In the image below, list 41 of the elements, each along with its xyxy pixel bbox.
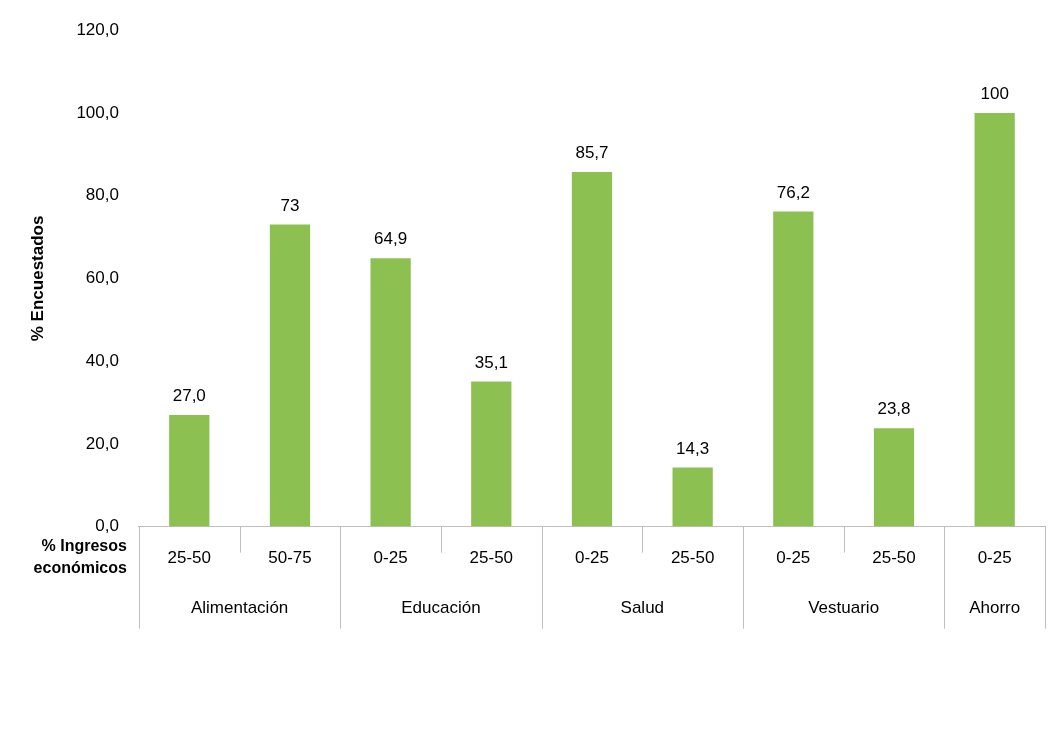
bar	[571, 172, 613, 527]
x-tick-label: 25-50	[670, 548, 715, 568]
bar	[873, 428, 915, 527]
text: Vestuario	[808, 598, 880, 618]
x-tick-label: 0-25	[776, 548, 811, 568]
bar	[370, 258, 411, 527]
data-label: 76,2	[776, 182, 810, 202]
bar	[773, 211, 814, 527]
data-label: 14,3	[676, 438, 710, 458]
data-label: 35,1	[474, 352, 508, 372]
y-tick-label: 0,0	[95, 516, 119, 536]
data-label: 27,0	[172, 386, 206, 406]
text: Ahorro	[969, 598, 1021, 618]
bar	[471, 381, 512, 527]
x-tick-label: 25-50	[167, 548, 212, 568]
y-tick-label: 40,0	[85, 350, 119, 370]
y-tick-label: 80,0	[85, 185, 119, 205]
x-tick-label: 50-75	[268, 548, 312, 568]
y-axis-title: % Encuestados	[27, 215, 47, 342]
x-tick-label: 0-25	[574, 548, 609, 568]
data-label: 23,8	[877, 399, 911, 419]
text: Alimentación	[190, 598, 289, 618]
y-tick-label: 100,0	[76, 102, 119, 122]
bar	[672, 467, 713, 527]
data-label: 64,9	[374, 229, 408, 249]
data-label: 100	[980, 84, 1009, 104]
x-tick-label: 25-50	[469, 548, 514, 568]
x-tick-label: 0-25	[373, 548, 408, 568]
bar	[169, 414, 210, 527]
text: Educación	[401, 598, 481, 618]
text: Salud	[620, 598, 665, 618]
y-tick-label: 20,0	[85, 433, 119, 453]
data-label: 85,7	[575, 143, 609, 163]
x-axis-title: % Ingresos económicos	[33, 537, 128, 577]
x-tick-label: 0-25	[977, 548, 1012, 568]
x-tick-label: 25-50	[872, 548, 916, 568]
data-label: 73	[280, 195, 300, 215]
y-tick-label: 60,0	[85, 268, 119, 288]
bar	[974, 112, 1015, 527]
bar	[269, 224, 311, 527]
y-tick-label: 120,0	[76, 19, 119, 39]
